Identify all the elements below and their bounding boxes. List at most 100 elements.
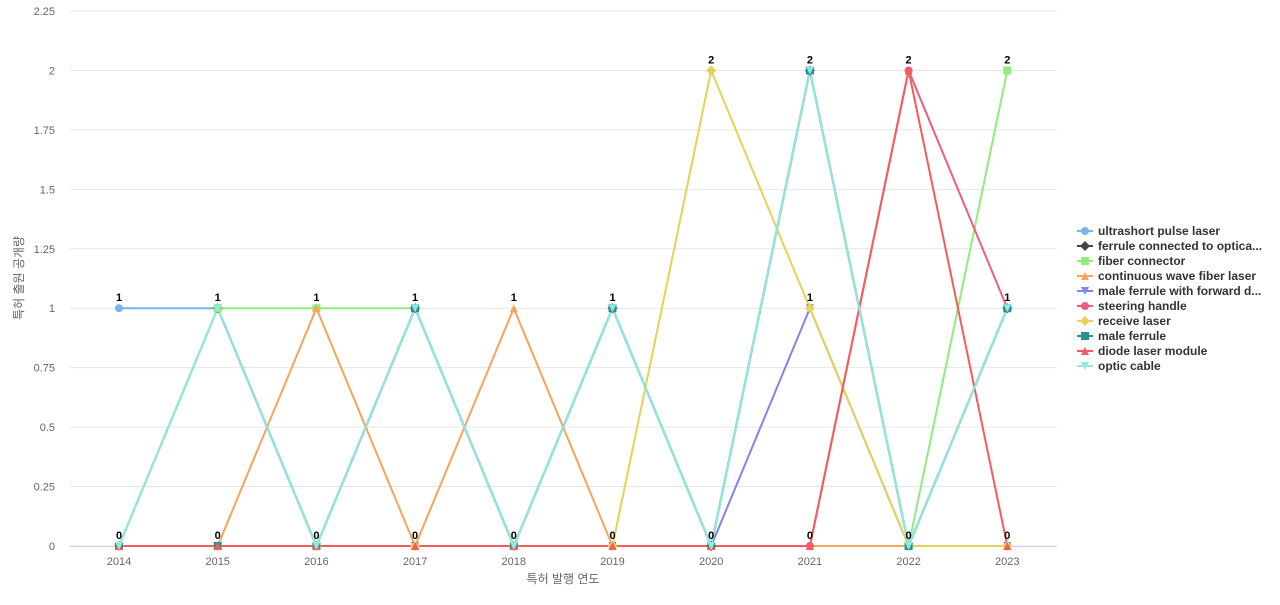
data-label: 1 [215, 292, 221, 304]
data-label: 1 [412, 292, 418, 304]
data-label: 0 [708, 530, 714, 542]
legend-marker [1081, 227, 1089, 235]
data-point [1003, 304, 1012, 313]
data-point [411, 304, 420, 313]
gridlines [70, 10, 1057, 547]
legend-item[interactable]: steering handle [1077, 299, 1187, 313]
legend-item[interactable]: ferrule connected to optica... [1077, 239, 1262, 253]
data-point [1003, 66, 1012, 75]
x-tick-label: 2017 [403, 556, 427, 568]
series-line [118, 69, 1009, 547]
data-label: 0 [313, 530, 319, 542]
legend-marker [1080, 316, 1090, 326]
y-tick-label: 2.25 [34, 6, 55, 18]
series-markers [114, 65, 1013, 551]
data-label: 0 [412, 530, 418, 542]
y-tick-label: 0.25 [34, 482, 55, 494]
legend-marker [1081, 257, 1089, 265]
y-tick-label: 0 [49, 541, 55, 553]
data-label: 0 [1004, 530, 1010, 542]
axes: 특허 발행 연도 특허 출원 공개량 0 0.25 0.5 0.75 1 1.25 1.5 1… [12, 6, 1057, 586]
data-point [904, 542, 913, 550]
legend-marker [1081, 302, 1089, 310]
data-label: 0 [906, 530, 912, 542]
y-tick-label: 1 [49, 303, 55, 315]
data-point [608, 542, 617, 550]
y-tick-label: 2 [49, 65, 55, 77]
data-label: 2 [807, 54, 813, 66]
data-point [115, 304, 123, 313]
data-label: 0 [511, 530, 517, 542]
data-label: 2 [1004, 54, 1010, 66]
legend-marker [1081, 362, 1089, 370]
x-tick-label: 2021 [798, 556, 822, 568]
data-label: 1 [511, 292, 517, 304]
y-axis-title: 특허 출원 공개량 [12, 236, 26, 320]
data-point [115, 542, 123, 550]
x-tick-label: 2015 [205, 556, 229, 568]
data-label: 2 [708, 54, 714, 66]
legend-label: ultrashort pulse laser [1098, 224, 1220, 238]
legend-item[interactable]: male ferrule [1077, 329, 1166, 343]
data-label: 0 [609, 530, 615, 542]
legend-label: male ferrule with forward d... [1098, 284, 1261, 298]
data-point [1003, 542, 1012, 550]
legend-marker [1081, 347, 1089, 355]
data-point [312, 542, 321, 550]
y-tick-label: 1.5 [40, 184, 55, 196]
data-point [707, 542, 716, 550]
legend-item[interactable]: fiber connector [1077, 254, 1186, 268]
x-tick-label: 2018 [502, 556, 526, 568]
legend-item[interactable]: optic cable [1077, 359, 1161, 373]
data-label: 1 [807, 292, 813, 304]
data-point [213, 542, 222, 550]
legend-label: steering handle [1098, 299, 1187, 313]
data-point [904, 66, 913, 75]
legend-item[interactable]: receive laser [1077, 314, 1171, 328]
data-label: 1 [313, 292, 319, 304]
data-label: 0 [116, 530, 122, 542]
legend-item[interactable]: ultrashort pulse laser [1077, 224, 1220, 238]
x-axis-title: 특허 발행 연도 [527, 571, 600, 586]
legend-item[interactable]: male ferrule with forward d... [1077, 284, 1261, 298]
data-point [805, 66, 814, 75]
x-tick-label: 2014 [107, 556, 131, 568]
data-label: 2 [906, 54, 912, 66]
data-point [805, 542, 814, 550]
legend-label: fiber connector [1098, 254, 1186, 268]
legend-marker [1081, 272, 1089, 280]
y-tick-label: 0.5 [40, 422, 55, 434]
x-tick-label: 2019 [600, 556, 624, 568]
data-point [509, 304, 518, 313]
data-label: 1 [116, 292, 122, 304]
legend-item[interactable]: diode laser module [1077, 344, 1208, 358]
x-tick-label: 2022 [896, 556, 920, 568]
y-tick-label: 0.75 [34, 363, 55, 375]
data-point [804, 303, 815, 314]
x-tick-label: 2020 [699, 556, 723, 568]
y-tick-label: 1.75 [34, 125, 55, 137]
legend-item[interactable]: continuous wave fiber laser [1077, 269, 1256, 283]
legend-label: optic cable [1098, 359, 1161, 373]
data-point [213, 304, 222, 313]
legend-marker [1081, 287, 1089, 295]
data-point [411, 542, 420, 550]
x-tick-label: 2023 [995, 556, 1019, 568]
legend-label: ferrule connected to optica... [1098, 239, 1262, 253]
legend-label: male ferrule [1098, 329, 1166, 343]
legend-marker [1081, 332, 1089, 340]
legend-label: receive laser [1098, 314, 1171, 328]
data-label: 1 [1004, 292, 1010, 304]
data-label: 0 [215, 530, 221, 542]
data-label: 0 [807, 530, 813, 542]
data-labels: 1 1 1 1 1 1 2 2 2 2 0 0 0 0 0 0 0 0 0 1 1 0 [116, 54, 1010, 542]
data-point [706, 65, 717, 76]
legend-marker [1080, 241, 1090, 251]
x-tick-label: 2016 [304, 556, 328, 568]
data-point [312, 304, 321, 313]
data-point [608, 304, 617, 313]
y-tick-label: 1.25 [34, 244, 55, 256]
